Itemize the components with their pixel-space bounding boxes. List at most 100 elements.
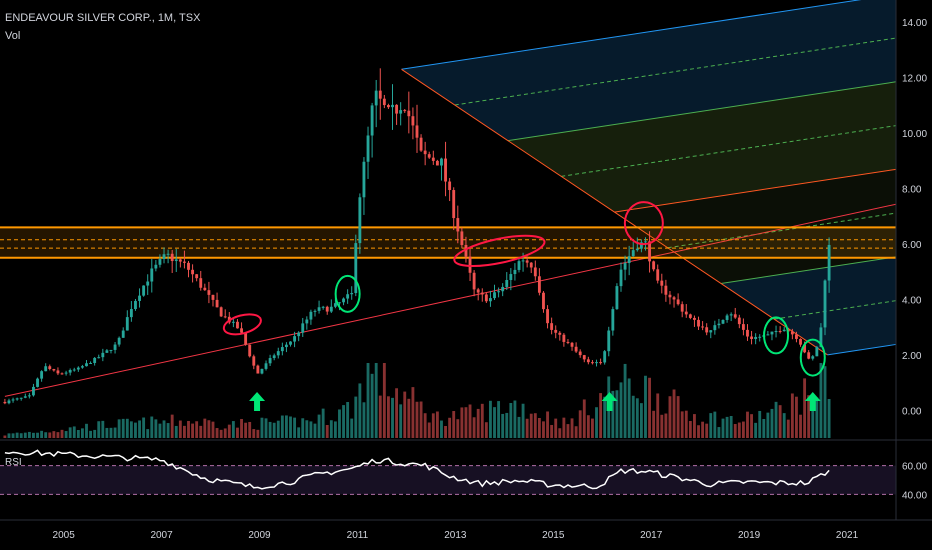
volume-bar [325, 424, 329, 438]
volume-bar [746, 411, 749, 438]
time-tick-label: 2021 [836, 530, 859, 541]
volume-bar [631, 395, 635, 438]
candle-body [607, 330, 611, 352]
rsi-tick-label: 40.00 [902, 490, 927, 501]
candle-body [211, 294, 215, 300]
candle-body [199, 278, 203, 288]
volume-bar [11, 433, 15, 438]
candle-body [411, 116, 415, 126]
volume-bar [578, 410, 582, 438]
candle-body [36, 378, 39, 387]
candle-body [770, 331, 774, 335]
volume-bar [154, 419, 158, 438]
candle-body [513, 269, 517, 275]
volume-bar [762, 418, 766, 438]
candle-body [44, 366, 48, 372]
volume-bar [236, 427, 239, 438]
candle-body [717, 323, 721, 326]
candle-body [72, 369, 76, 371]
candle-body [766, 334, 770, 336]
candle-body [648, 241, 651, 262]
volume-bar [182, 425, 186, 438]
volume-bar [472, 417, 476, 438]
volume-bar [799, 414, 802, 438]
green-circle-marker [763, 316, 790, 355]
candle-body [174, 259, 178, 262]
pitchfork-line [561, 125, 897, 177]
volume-bar [672, 389, 676, 438]
candle-body [566, 341, 570, 343]
volume-bar [603, 396, 607, 438]
volume-bar [693, 414, 696, 438]
candle-body [615, 286, 619, 310]
candle-body [819, 327, 823, 347]
time-tick-label: 2019 [738, 530, 761, 541]
candle-body [680, 304, 684, 312]
volume-bar [293, 417, 297, 438]
volume-bar [297, 427, 301, 438]
volume-bar [305, 420, 309, 438]
candle-body [346, 294, 350, 299]
candle-body [101, 352, 105, 358]
price-tick-label: 12.00 [902, 74, 927, 85]
candle-body [387, 105, 390, 108]
volume-bar [725, 416, 729, 438]
candle-body [170, 253, 174, 262]
volume-bar [68, 427, 72, 438]
volume-bar [493, 407, 496, 438]
candle-body [684, 311, 688, 315]
volume-bar [399, 404, 403, 438]
volume-bar [807, 395, 811, 438]
volume-bar [476, 408, 480, 438]
candle-body [240, 328, 243, 333]
candle-body [27, 395, 31, 397]
candle-body [146, 281, 150, 286]
volume-bar [36, 432, 39, 438]
candle-body [746, 329, 749, 337]
volume-bar [505, 412, 509, 438]
candle-body [725, 315, 729, 320]
candle-body [215, 299, 219, 308]
candle-body [754, 336, 758, 339]
candle-body [256, 365, 260, 374]
rsi-band [0, 465, 896, 495]
candle-body [40, 371, 44, 379]
rising-trendline [4, 203, 897, 397]
candle-body [129, 309, 133, 318]
volume-bar [827, 399, 831, 438]
volume-bar [301, 418, 305, 438]
candle-body [741, 324, 745, 330]
volume-bar [529, 413, 533, 438]
volume-bar [252, 429, 256, 438]
candle-body [280, 347, 284, 352]
candle-body [427, 154, 431, 158]
volume-bar [484, 422, 488, 438]
volume-bar [142, 417, 146, 438]
volume-bar [562, 417, 566, 438]
candle-body [76, 367, 80, 370]
volume-bar [701, 421, 705, 438]
volume-bar [664, 413, 668, 438]
candle-body [803, 344, 807, 353]
candle-body [15, 398, 19, 400]
volume-bar [537, 417, 541, 438]
candle-body [595, 362, 598, 364]
candle-body [354, 243, 358, 294]
candle-body [64, 372, 68, 374]
volume-bar [717, 427, 721, 438]
candle-body [272, 355, 276, 359]
volume-bar [627, 378, 631, 438]
volume-bar [89, 430, 93, 438]
candle-body [236, 321, 239, 329]
price-tick-label: 6.00 [902, 240, 922, 251]
candle-body [697, 319, 700, 327]
green-circle-marker [799, 338, 826, 377]
candle-body [635, 248, 639, 251]
candle-body [32, 386, 35, 396]
volume-bar [591, 418, 594, 438]
volume-bar [158, 423, 162, 438]
candle-body [150, 268, 154, 282]
volume-bar [435, 411, 439, 438]
candle-body [672, 297, 676, 300]
